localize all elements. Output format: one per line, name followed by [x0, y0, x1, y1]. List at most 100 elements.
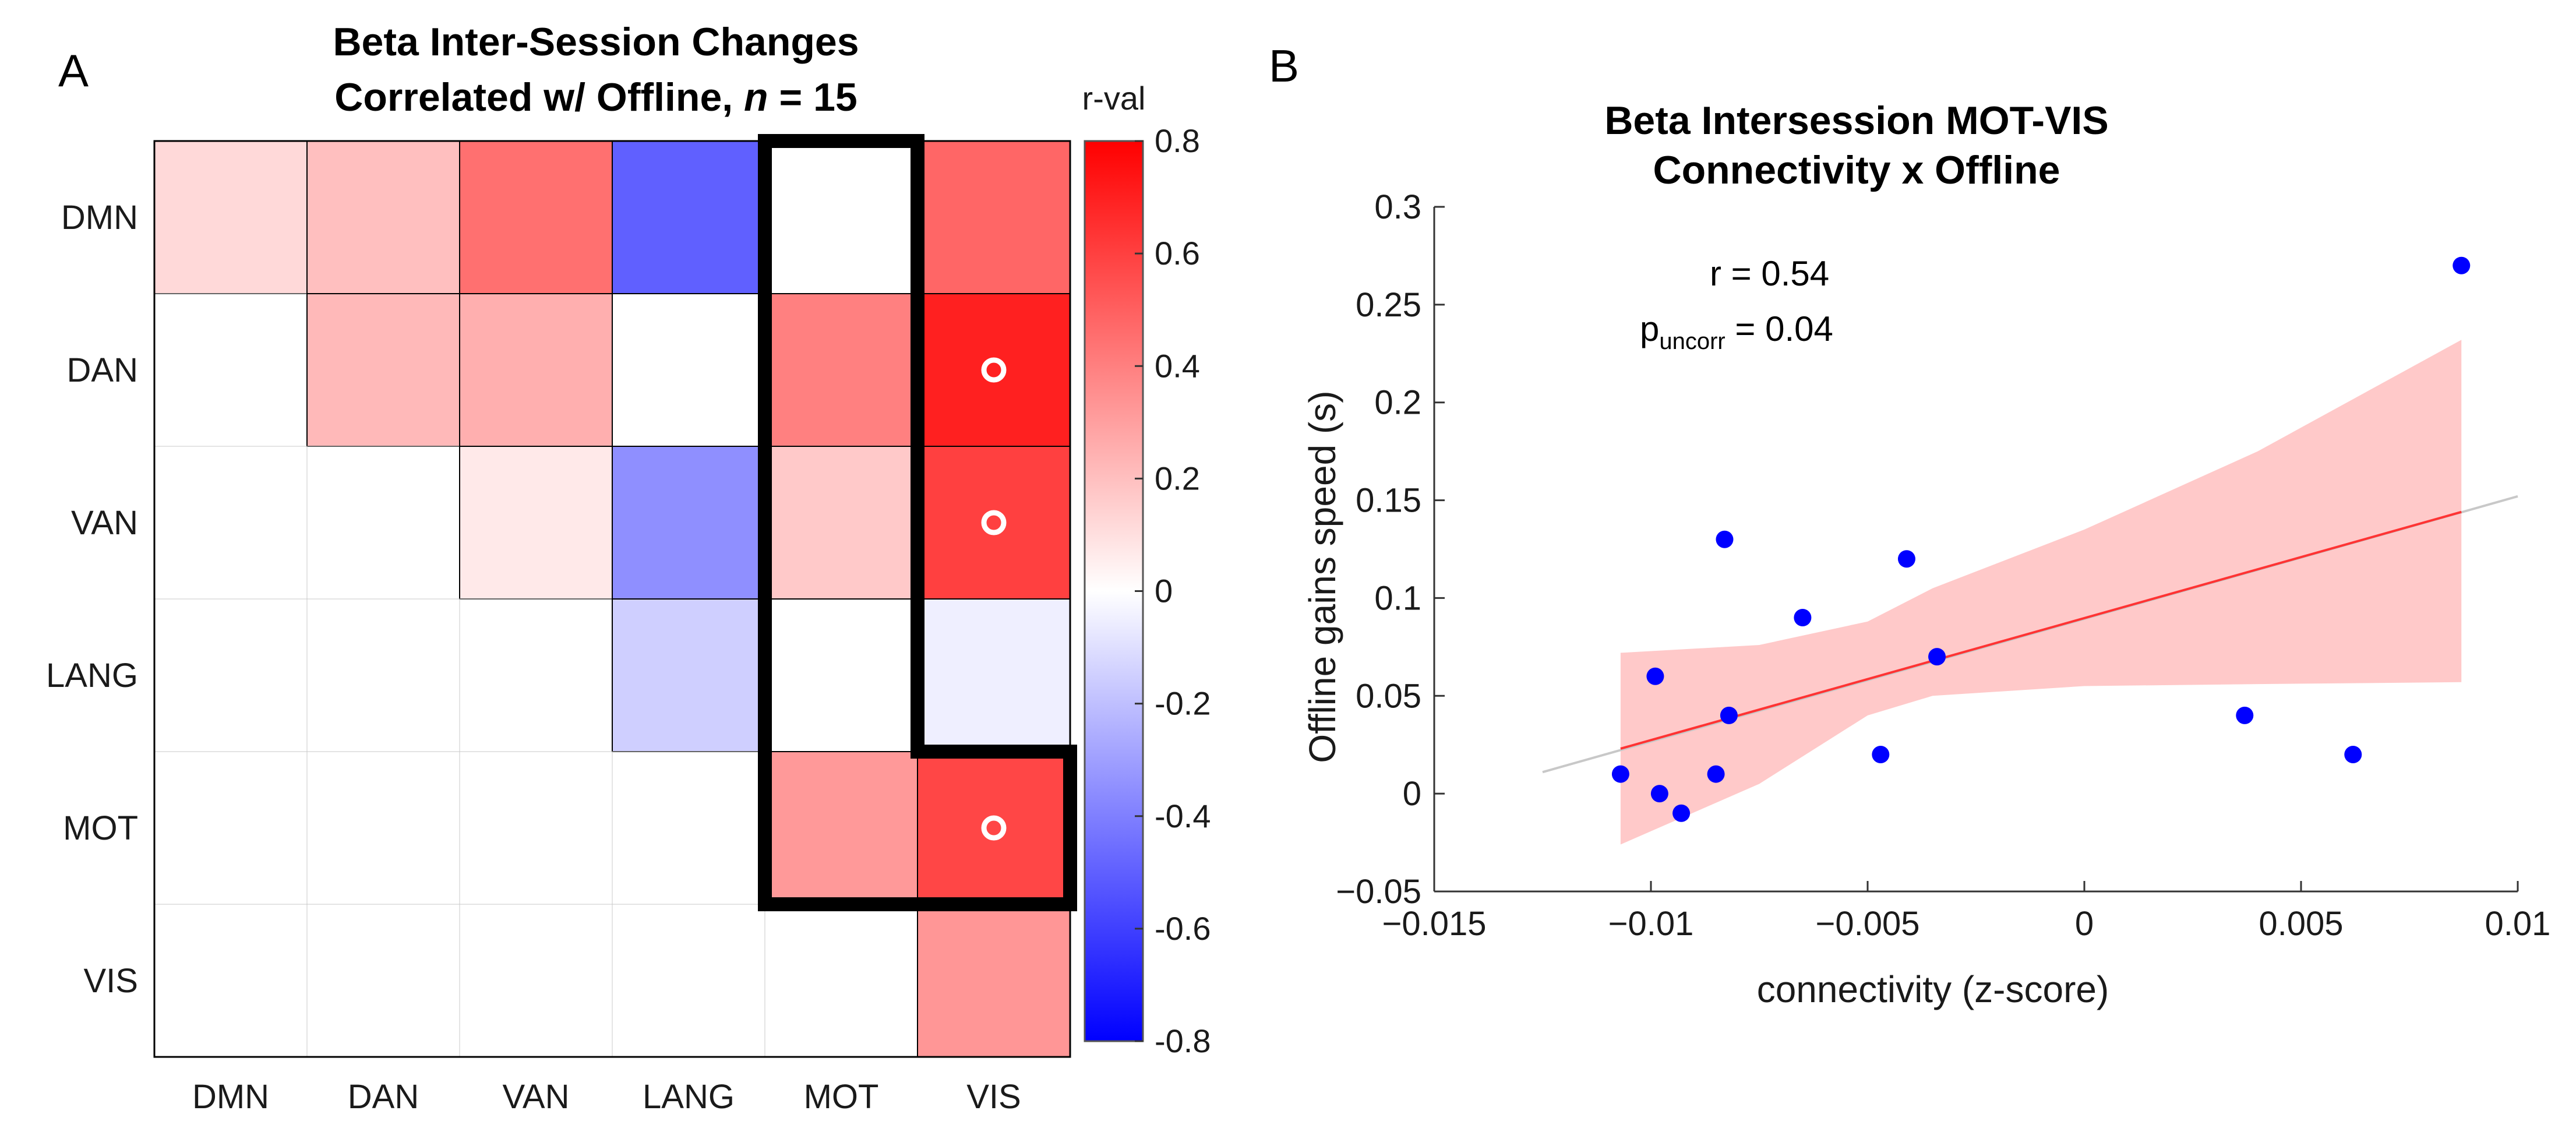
data-point: [1716, 530, 1734, 548]
heatmap-title-prefix: Correlated w/ Offline,: [334, 75, 744, 119]
x-tick-label: −0.01: [1608, 905, 1694, 943]
row-label: DAN: [67, 351, 138, 389]
significance-marker: [981, 357, 1007, 383]
heatmap-cell: [765, 599, 918, 752]
significance-markers: [981, 357, 1007, 841]
heatmap-cell: [460, 294, 612, 446]
y-tick-label: 0.2: [1374, 384, 1421, 422]
data-point: [2453, 256, 2471, 274]
x-tick-label: −0.005: [1815, 905, 1919, 943]
heatmap-cell: [154, 141, 307, 294]
data-point: [1646, 667, 1664, 685]
heatmap-title-n-value: = 15: [768, 75, 858, 119]
y-tick-label: 0.05: [1356, 677, 1421, 715]
y-tick-label: 0: [1403, 775, 1421, 813]
heatmap-cell: [918, 752, 1070, 904]
row-label: VIS: [84, 962, 139, 1000]
data-points: [1611, 256, 2471, 822]
heatmap-cell: [612, 599, 765, 752]
data-point: [2344, 746, 2362, 763]
y-tick-label: 0.25: [1356, 286, 1421, 324]
significance-marker: [981, 510, 1007, 535]
heatmap-cell: [460, 141, 612, 294]
col-label: VAN: [503, 1078, 570, 1116]
annotation-p: puncorr = 0.04: [1640, 309, 1833, 354]
heatmap-cell: [765, 752, 918, 904]
colorbar: [1084, 140, 1144, 1042]
col-label: LANG: [643, 1078, 735, 1116]
heatmap-cell: [307, 141, 460, 294]
significance-marker: [981, 815, 1007, 841]
heatmap-cell: [765, 294, 918, 446]
data-point: [1650, 785, 1668, 803]
highlight-outline: [758, 134, 1077, 911]
col-label: MOT: [804, 1078, 879, 1116]
heatmap-cell: [765, 141, 918, 294]
matrix-frame: [153, 140, 1071, 1058]
data-point: [1872, 746, 1890, 763]
heatmap-cell: [918, 446, 1070, 599]
heatmap-cell: [612, 446, 765, 599]
panel-a-label: A: [58, 45, 89, 96]
row-label: MOT: [63, 809, 138, 847]
y-axis-label: Offline gains speed (s): [1301, 390, 1343, 763]
heatmap-cell: [612, 294, 765, 446]
colorbar-tick-label: -0.4: [1155, 798, 1211, 834]
colorbar-label: r-val: [1082, 80, 1146, 117]
x-tick-label: −0.015: [1382, 905, 1486, 943]
data-point: [2236, 706, 2254, 724]
data-point: [1720, 706, 1738, 724]
row-label: LANG: [46, 657, 138, 695]
scatter-title-line1: Beta Intersession MOT-VIS: [1604, 98, 2108, 143]
x-tick-label: 0.01: [2485, 905, 2551, 943]
col-label: DAN: [348, 1078, 419, 1116]
colorbar-tick-label: 0.6: [1155, 235, 1200, 272]
scatter-chart: Beta Intersession MOT-VIS Connectivity x…: [1301, 98, 2550, 1010]
heatmap-title-line1: Beta Inter-Session Changes: [333, 20, 859, 64]
y-tick-label: −0.05: [1336, 873, 1421, 911]
col-label: VIS: [966, 1078, 1021, 1116]
x-tick-label: 0: [2075, 905, 2094, 943]
colorbar-tick-label: 0.2: [1155, 460, 1200, 496]
colorbar-tick-label: 0.4: [1155, 347, 1200, 384]
data-point: [1794, 609, 1812, 626]
colorbar-tick-label: 0.8: [1155, 122, 1200, 159]
colorbar-tick-label: -0.2: [1155, 685, 1211, 722]
scatter-axes: [1433, 207, 2518, 893]
panel-b-label: B: [1269, 40, 1299, 91]
data-point: [1672, 804, 1691, 822]
y-tick-label: 0.1: [1374, 579, 1421, 617]
heatmap-cell: [918, 904, 1070, 1057]
data-point: [1897, 550, 1915, 568]
heatmap-title-n-symbol: n: [744, 75, 768, 119]
data-point: [1707, 765, 1725, 783]
annotation-p-sub: uncorr: [1659, 329, 1725, 354]
heatmap-chart: Beta Inter-Session Changes Correlated w/…: [46, 20, 1211, 1116]
x-axis-label: connectivity (z-score): [1757, 968, 2109, 1010]
heatmap-col-labels: DMN DAN VAN LANG MOT VIS: [192, 1078, 1021, 1116]
col-label: DMN: [192, 1078, 269, 1116]
row-label: DMN: [61, 199, 138, 237]
heatmap-cell: [307, 294, 460, 446]
heatmap-cell: [918, 141, 1070, 294]
scatter-title-line2: Connectivity x Offline: [1653, 148, 2060, 192]
y-tick-label: 0.3: [1374, 188, 1421, 226]
colorbar-tick-label: 0: [1155, 573, 1173, 609]
regression-line: [1620, 510, 2462, 750]
y-tick-labels: −0.05 0 0.05 0.1 0.15 0.2 0.25 0.3: [1336, 188, 1445, 911]
heatmap-cell: [918, 599, 1070, 752]
annotation-p-val: = 0.04: [1725, 309, 1833, 348]
data-point: [1611, 765, 1629, 783]
data-point: [1928, 648, 1946, 666]
heatmap-cell: [612, 141, 765, 294]
x-tick-label: 0.005: [2259, 905, 2343, 943]
annotation-p-base: p: [1640, 309, 1659, 348]
heatmap-cell: [460, 446, 612, 599]
x-tick-labels: −0.015 −0.01 −0.005 0 0.005 0.01: [1382, 881, 2550, 943]
heatmap-cell: [765, 446, 918, 599]
heatmap-cell: [918, 294, 1070, 446]
confidence-band: [1620, 340, 2462, 845]
colorbar-tick-label: -0.6: [1155, 910, 1211, 947]
colorbar-ticks: 0.8 0.6 0.4 0.2 0 -0.2 -0.4 -0.6 -0.8: [1135, 122, 1211, 1059]
